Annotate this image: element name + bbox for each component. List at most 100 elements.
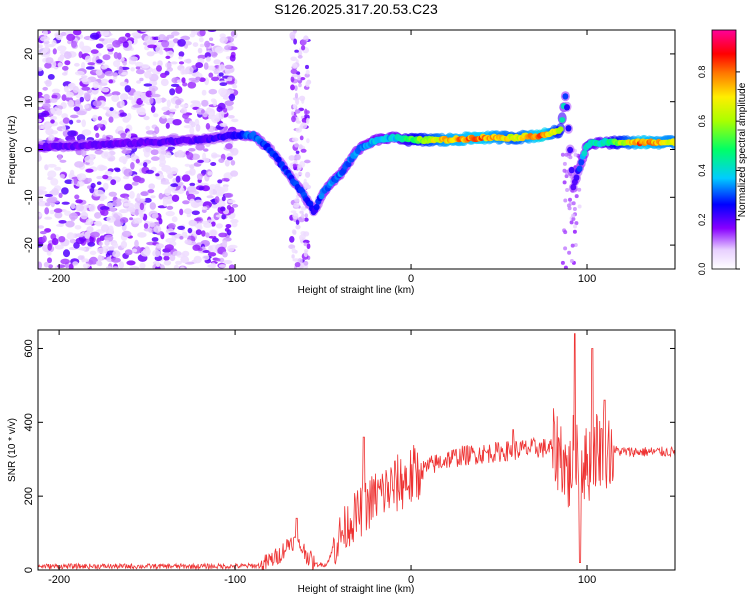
ridge-core — [568, 166, 575, 174]
noise-blob — [170, 61, 178, 65]
noise-blob — [145, 125, 151, 131]
noise-blob — [193, 255, 202, 264]
noise-blob — [151, 156, 160, 161]
noise-blob — [565, 188, 570, 192]
noise-blob — [93, 221, 99, 225]
noise-blob — [39, 196, 43, 202]
noise-blob — [59, 174, 66, 179]
noise-blob — [102, 106, 110, 110]
noise-blob — [160, 72, 167, 78]
noise-blob — [167, 223, 176, 229]
noise-blob — [143, 162, 148, 168]
noise-blob — [38, 186, 47, 191]
noise-blob — [174, 104, 179, 109]
noise-blob — [72, 30, 82, 36]
noise-blob — [95, 69, 103, 76]
noise-blob — [222, 240, 228, 248]
noise-blob — [69, 119, 74, 125]
noise-blob — [216, 258, 221, 262]
noise-blob — [290, 56, 298, 62]
noise-blob — [126, 260, 136, 266]
noise-blob — [304, 213, 308, 219]
noise-blob — [195, 124, 201, 132]
noise-blob — [577, 204, 582, 209]
noise-blob — [129, 217, 134, 221]
noise-blob — [172, 250, 182, 256]
noise-blob — [577, 187, 582, 192]
noise-blob — [167, 172, 174, 179]
noise-blob — [63, 249, 70, 258]
x-tick-label: -100 — [224, 273, 246, 285]
noise-blob — [135, 69, 145, 75]
noise-blob — [47, 257, 52, 264]
noise-blob — [210, 230, 217, 237]
noise-blob — [98, 241, 103, 247]
noise-blob — [90, 231, 100, 238]
noise-blob — [83, 92, 91, 101]
noise-blob — [205, 232, 210, 238]
noise-blob — [291, 247, 296, 254]
noise-blob — [201, 209, 207, 213]
noise-blob — [214, 46, 224, 54]
noise-blob — [99, 197, 105, 202]
noise-blob — [92, 114, 99, 121]
noise-blob — [231, 203, 239, 208]
noise-blob — [92, 100, 102, 107]
x-tick-label: -200 — [48, 273, 70, 285]
noise-blob — [54, 244, 64, 250]
noise-blob — [155, 173, 160, 177]
noise-blob — [122, 175, 130, 180]
noise-blob — [225, 105, 234, 111]
noise-blob — [163, 255, 170, 261]
noise-blob — [101, 78, 109, 84]
noise-blob — [208, 72, 214, 78]
noise-blob — [177, 225, 186, 230]
noise-blob — [112, 242, 119, 249]
noise-blob — [230, 31, 235, 37]
noise-blob — [109, 206, 116, 213]
noise-blob — [143, 150, 150, 158]
noise-blob — [125, 154, 131, 159]
noise-blob — [304, 108, 308, 116]
noise-blob — [573, 152, 578, 157]
noise-blob — [56, 108, 63, 116]
noise-blob — [139, 262, 146, 269]
noise-blob — [223, 260, 233, 264]
x-tick-label: -100 — [224, 574, 246, 586]
noise-blob — [219, 122, 228, 127]
noise-blob — [178, 51, 185, 57]
noise-blob — [180, 35, 191, 41]
noise-blob — [291, 137, 299, 142]
noise-blob — [299, 235, 303, 241]
noise-blob — [60, 258, 70, 265]
noise-blob — [102, 54, 111, 61]
snr-series-line — [38, 333, 675, 570]
noise-blob — [121, 230, 132, 238]
noise-blob — [569, 220, 574, 225]
snr-frame — [37, 329, 676, 571]
noise-blob — [64, 60, 71, 66]
noise-blob — [39, 230, 47, 235]
noise-blob — [52, 48, 57, 55]
noise-blob — [231, 118, 239, 123]
noise-blob — [47, 170, 57, 178]
noise-blob — [163, 47, 173, 51]
noise-blob — [289, 31, 296, 39]
noise-blob — [178, 56, 183, 60]
noise-blob — [299, 210, 304, 214]
noise-blob — [572, 229, 577, 234]
noise-blob — [140, 30, 151, 33]
noise-blob — [196, 173, 203, 181]
noise-blob — [99, 235, 105, 241]
noise-blob — [101, 151, 111, 159]
noise-blob — [61, 201, 70, 205]
noise-blob — [181, 231, 188, 238]
noise-blob — [104, 170, 113, 176]
noise-blob — [292, 230, 297, 235]
noise-blob — [175, 99, 182, 106]
ridge-core — [562, 93, 569, 100]
y-tick-label: 600 — [23, 339, 35, 357]
noise-blob — [126, 131, 132, 140]
noise-blob — [171, 31, 180, 36]
